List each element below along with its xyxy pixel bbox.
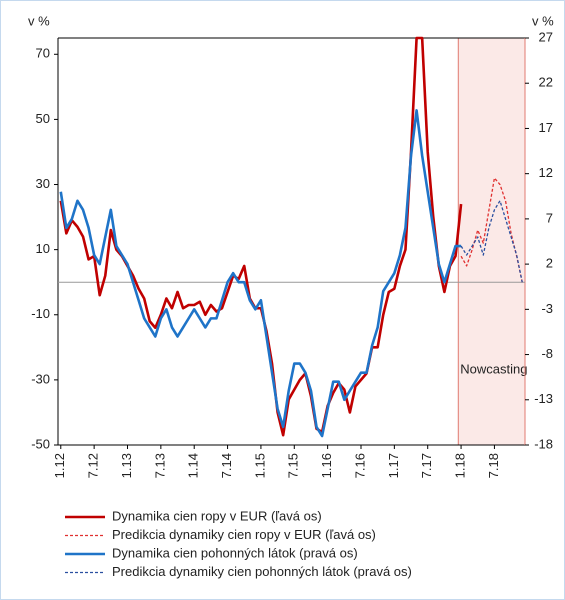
y-tick-label: -50	[31, 436, 50, 451]
y2-tick-label: -8	[541, 346, 553, 361]
y-tick-label: -10	[31, 306, 50, 321]
series-line	[59, 109, 462, 438]
y-axis-label: v %	[28, 13, 50, 28]
y2-tick-label: 7	[546, 210, 553, 225]
y-tick-label: 70	[36, 46, 50, 61]
forecast-region	[457, 37, 526, 446]
x-tick-label: 7.14	[219, 453, 234, 478]
y-tick-label: 50	[36, 111, 50, 126]
x-tick-label: 1.14	[186, 453, 201, 478]
legend-label: Dynamika cien ropy v EUR (ľavá os)	[112, 508, 322, 523]
x-tick-label: 1.15	[252, 453, 267, 478]
x-tick-label: 7.16	[352, 453, 367, 478]
x-tick-label: 1.16	[319, 453, 334, 478]
x-tick-label: 7.13	[152, 453, 167, 478]
x-tick-label: 1.17	[386, 453, 401, 478]
y2-axis-label: v %	[532, 13, 554, 28]
y2-tick-label: 17	[539, 120, 553, 135]
y2-tick-label: -3	[541, 301, 553, 316]
legend-label: Predikcia dynamiky cien ropy v EUR (ľavá…	[112, 527, 376, 542]
x-tick-label: 1.18	[453, 453, 468, 478]
x-tick-label: 7.15	[286, 453, 301, 478]
y-tick-label: -30	[31, 371, 50, 386]
series-line	[460, 200, 523, 283]
y-tick-label: 10	[36, 241, 50, 256]
y2-tick-label: 22	[539, 75, 553, 90]
y2-tick-label: 12	[539, 165, 553, 180]
annotation: Nowcasting	[460, 361, 527, 376]
series-line	[460, 177, 523, 283]
x-tick-label: 7.17	[419, 453, 434, 478]
y2-tick-label: 2	[546, 256, 553, 271]
legend-label: Dynamika cien pohonných látok (pravá os)	[112, 545, 358, 560]
y2-tick-label: 27	[539, 29, 553, 44]
y2-tick-label: -18	[534, 436, 553, 451]
x-tick-label: 7.18	[486, 453, 501, 478]
legend-label: Predikcia dynamiky cien pohonných látok …	[112, 564, 412, 579]
x-tick-label: 1.13	[119, 453, 134, 478]
x-tick-label: 1.12	[52, 453, 67, 478]
x-tick-label: 7.12	[86, 453, 101, 478]
y-tick-label: 30	[36, 176, 50, 191]
y2-tick-label: -13	[534, 391, 553, 406]
